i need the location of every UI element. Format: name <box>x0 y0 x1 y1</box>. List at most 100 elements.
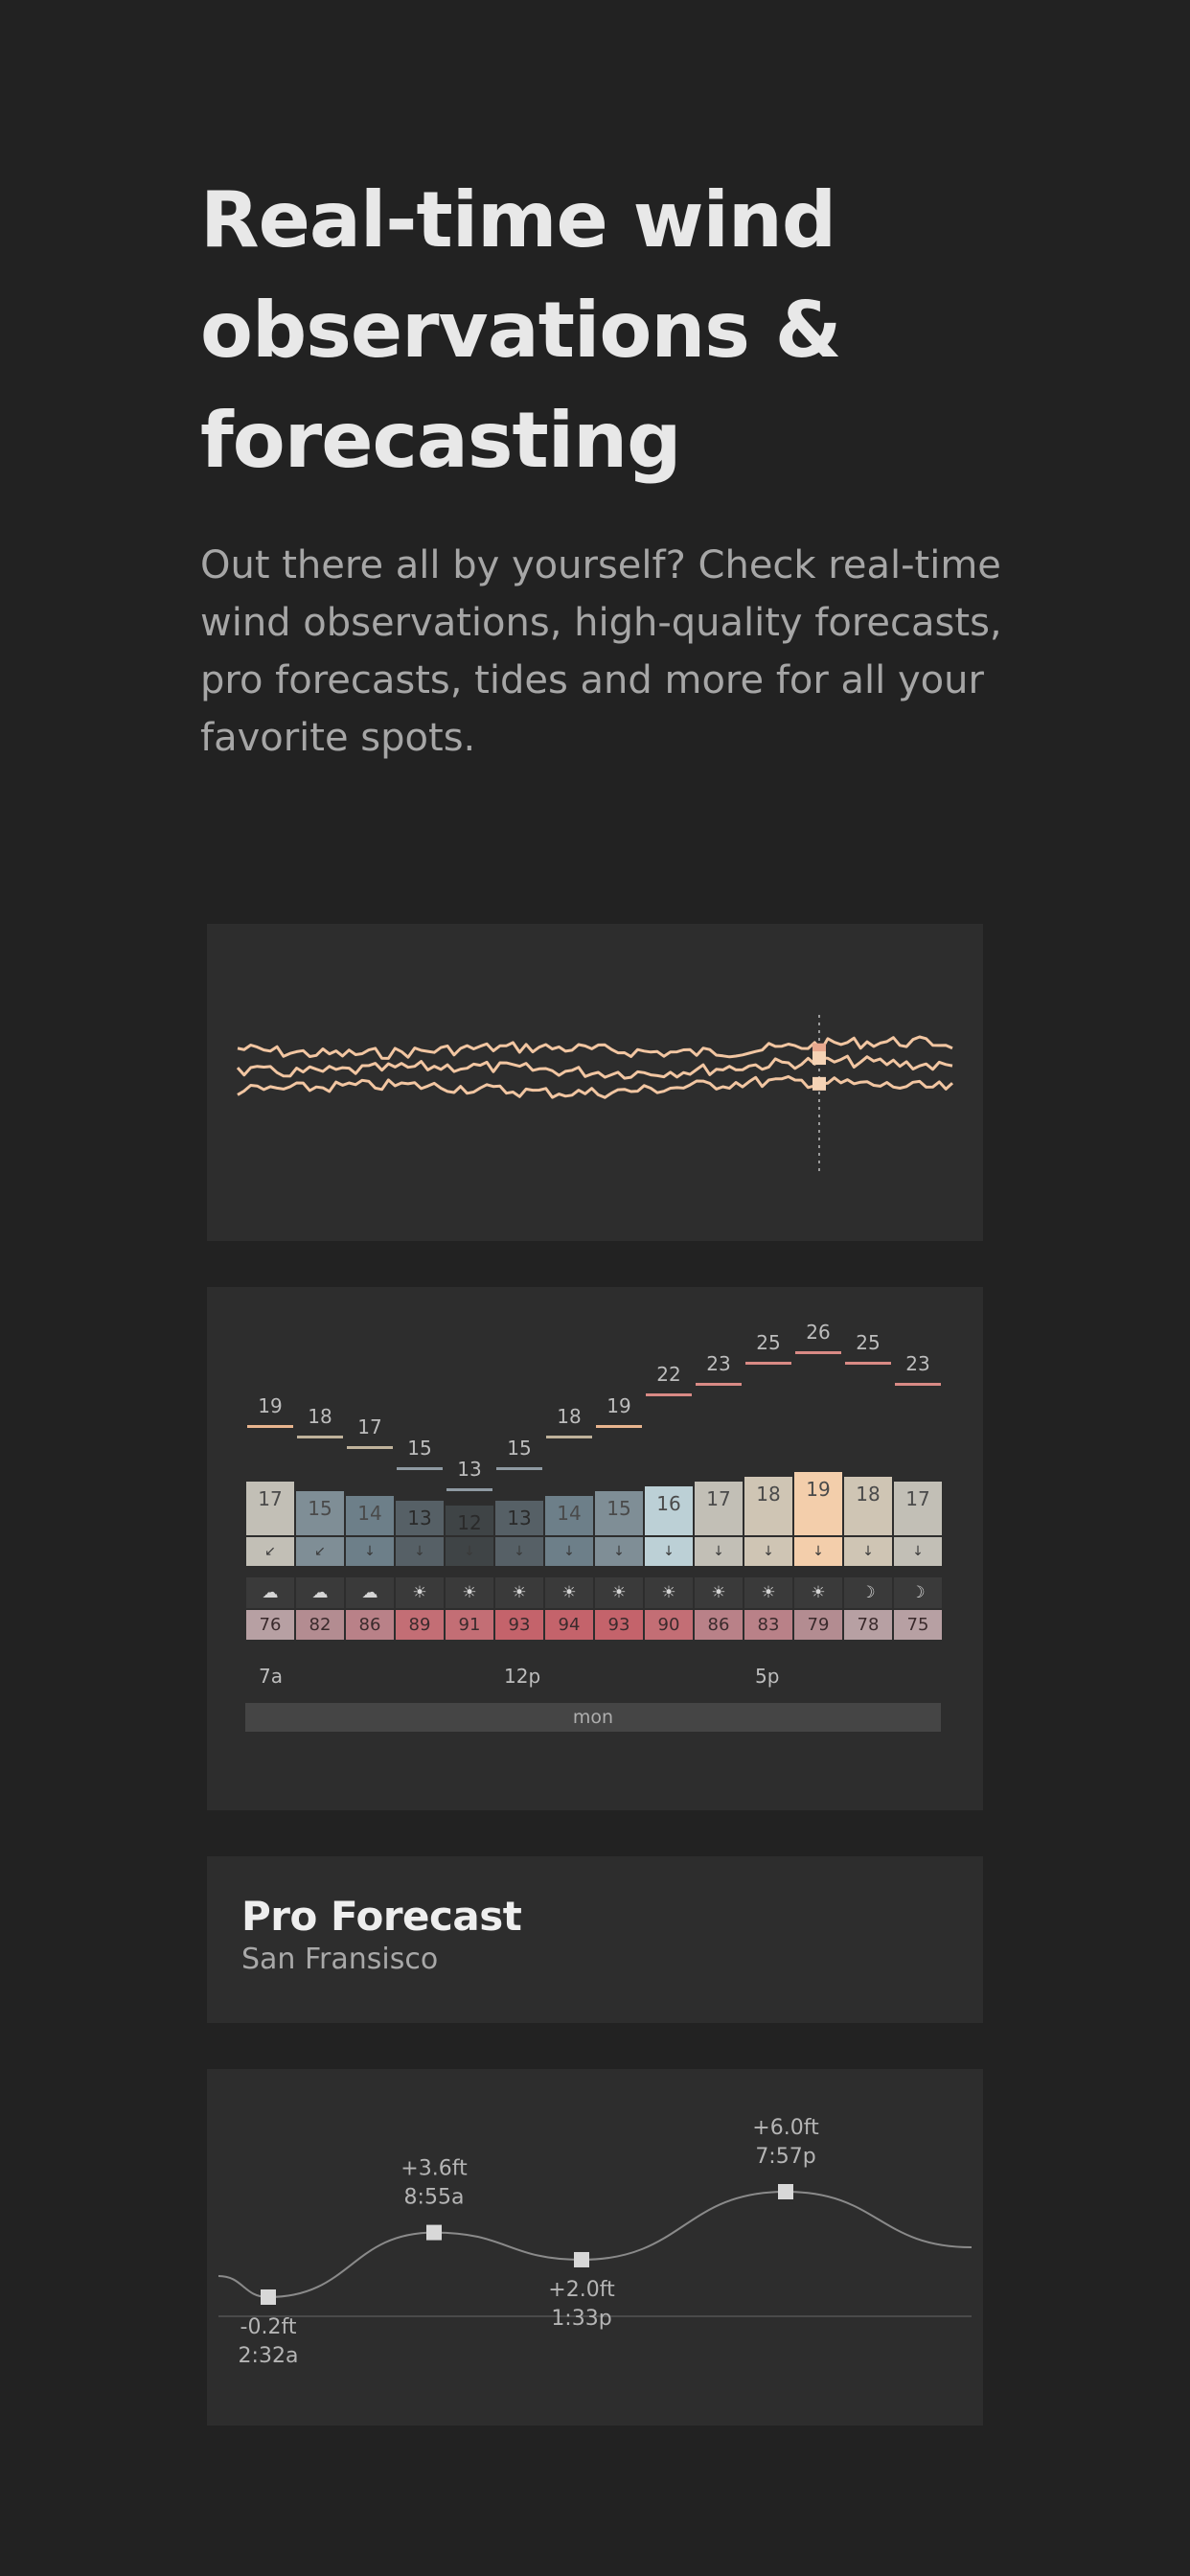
wind-bar[interactable]: 17 <box>894 1482 942 1535</box>
tide-time-label: 2:32a <box>239 2344 299 2368</box>
temperature-cell: 86 <box>346 1610 394 1640</box>
day-bar[interactable]: mon <box>245 1703 941 1732</box>
gust-bar <box>546 1436 592 1438</box>
wind-bar[interactable]: 12 <box>446 1506 493 1535</box>
tide-height-label: +3.6ft <box>400 2157 468 2181</box>
gust-bar <box>895 1383 941 1386</box>
arrow-s-icon: ↓ <box>695 1537 743 1566</box>
gust-bar <box>795 1351 841 1354</box>
wind-marker[interactable] <box>812 1051 826 1066</box>
arrow-s-icon: ↓ <box>545 1537 593 1566</box>
tide-point[interactable] <box>426 2224 442 2241</box>
wind-bar[interactable]: 18 <box>844 1477 892 1535</box>
temperature-cell: 79 <box>794 1610 842 1640</box>
gust-bar <box>397 1467 443 1470</box>
wind-series-line <box>237 1035 953 1060</box>
wind-line-chart <box>236 1015 954 1175</box>
gust-value: 13 <box>457 1458 482 1481</box>
gust-value: 15 <box>507 1437 532 1460</box>
wind-bar[interactable]: 19 <box>794 1472 842 1535</box>
time-label-7a: 7a <box>259 1665 283 1688</box>
wind-bar[interactable]: 17 <box>246 1482 294 1535</box>
pro-forecast-title: Pro Forecast <box>241 1893 522 1940</box>
wind-bar[interactable]: 15 <box>595 1491 643 1535</box>
tide-height-label: -0.2ft <box>240 2315 297 2339</box>
gust-bar <box>845 1362 891 1365</box>
time-label-5p: 5p <box>755 1665 780 1688</box>
sun-icon: ☀ <box>446 1577 493 1608</box>
gust-value: 25 <box>756 1331 781 1354</box>
arrow-s-icon: ↓ <box>595 1537 643 1566</box>
hero-title: Real-time wind observations & forecastin… <box>200 175 842 485</box>
wind-bar[interactable]: 13 <box>396 1501 444 1535</box>
gust-bar <box>297 1436 343 1438</box>
gust-value: 17 <box>357 1415 382 1438</box>
gust-value: 15 <box>407 1437 432 1460</box>
temperature-cell: 90 <box>645 1610 693 1640</box>
wind-bar[interactable]: 14 <box>545 1496 593 1535</box>
arrow-s-icon: ↓ <box>346 1537 394 1566</box>
tide-point[interactable] <box>261 2289 276 2305</box>
tide-time-label: 1:33p <box>551 2307 611 2331</box>
gust-value: 25 <box>856 1331 881 1354</box>
gust-bar <box>496 1467 542 1470</box>
gust-bar <box>596 1425 642 1428</box>
time-label-12p: 12p <box>504 1665 541 1688</box>
gust-bar <box>446 1488 492 1491</box>
tide-height-label: +2.0ft <box>548 2278 615 2302</box>
sun-icon: ☀ <box>396 1577 444 1608</box>
wind-bar[interactable]: 13 <box>495 1501 543 1535</box>
sun-icon: ☀ <box>744 1577 792 1608</box>
cloud-icon: ☁ <box>246 1577 294 1608</box>
forecast-table-card[interactable]: 19 18 17 15 13 15 18 19 22 23 25 26 25 23 17 ↙ 15 ↙ 14 ↓ 13 ↓… <box>207 1287 983 1810</box>
temperature-cell: 86 <box>695 1610 743 1640</box>
sun-icon: ☀ <box>595 1577 643 1608</box>
gust-value: 22 <box>656 1363 681 1386</box>
arrow-sw-icon: ↙ <box>246 1537 294 1566</box>
tide-chart: -0.2ft 2:32a +3.6ft 8:55a +2.0ft 1:33p +6.0ft 7… <box>217 2116 973 2368</box>
gust-value: 18 <box>308 1405 332 1428</box>
moon-icon: ☽ <box>894 1577 942 1608</box>
wind-bar[interactable]: 18 <box>744 1477 792 1535</box>
wind-bar[interactable]: 14 <box>346 1496 394 1535</box>
gust-value: 19 <box>258 1394 283 1417</box>
temperature-cell: 83 <box>744 1610 792 1640</box>
wind-bar[interactable]: 15 <box>296 1491 344 1535</box>
arrow-s-icon: ↓ <box>495 1537 543 1566</box>
sun-icon: ☀ <box>645 1577 693 1608</box>
hero-description: Out there all by yourself? Check real-ti… <box>200 543 1002 760</box>
tide-point[interactable] <box>778 2184 793 2199</box>
arrow-s-icon: ↓ <box>844 1537 892 1566</box>
forecast-grid: 19 18 17 15 13 15 18 19 22 23 25 26 25 23 17 ↙ 15 ↙ 14 ↓ 13 ↓… <box>207 1287 983 1810</box>
tide-curve <box>217 2190 973 2299</box>
wind-observation-chart-card[interactable] <box>207 924 983 1241</box>
moon-icon: ☽ <box>844 1577 892 1608</box>
tide-chart-card[interactable]: -0.2ft 2:32a +3.6ft 8:55a +2.0ft 1:33p +6.0ft 7… <box>207 2069 983 2426</box>
gust-bar <box>247 1425 293 1428</box>
arrow-s-icon: ↓ <box>894 1537 942 1566</box>
gust-bar <box>646 1393 692 1396</box>
arrow-sw-icon: ↙ <box>296 1537 344 1566</box>
tide-time-label: 7:57p <box>755 2145 815 2169</box>
wind-bar[interactable]: 17 <box>695 1482 743 1535</box>
gust-bar <box>696 1383 742 1386</box>
temperature-cell: 82 <box>296 1610 344 1640</box>
arrow-s-icon: ↓ <box>396 1537 444 1566</box>
wind-series-line <box>236 1054 953 1080</box>
cloud-icon: ☁ <box>346 1577 394 1608</box>
gust-value: 23 <box>905 1352 930 1375</box>
arrow-s-icon: ↓ <box>794 1537 842 1566</box>
gust-value: 23 <box>706 1352 731 1375</box>
gust-value: 19 <box>606 1394 631 1417</box>
cloud-icon: ☁ <box>296 1577 344 1608</box>
wind-bar[interactable]: 16 <box>645 1486 693 1535</box>
wind-marker[interactable] <box>812 1076 826 1091</box>
arrow-s-icon: ↓ <box>744 1537 792 1566</box>
temperature-cell: 93 <box>495 1610 543 1640</box>
pro-forecast-card[interactable]: Pro Forecast San Fransisco <box>207 1856 983 2023</box>
tide-point[interactable] <box>574 2251 589 2267</box>
temperature-cell: 89 <box>396 1610 444 1640</box>
temperature-cell: 91 <box>446 1610 493 1640</box>
arrow-s-icon: ↓ <box>645 1537 693 1566</box>
sun-icon: ☀ <box>545 1577 593 1608</box>
